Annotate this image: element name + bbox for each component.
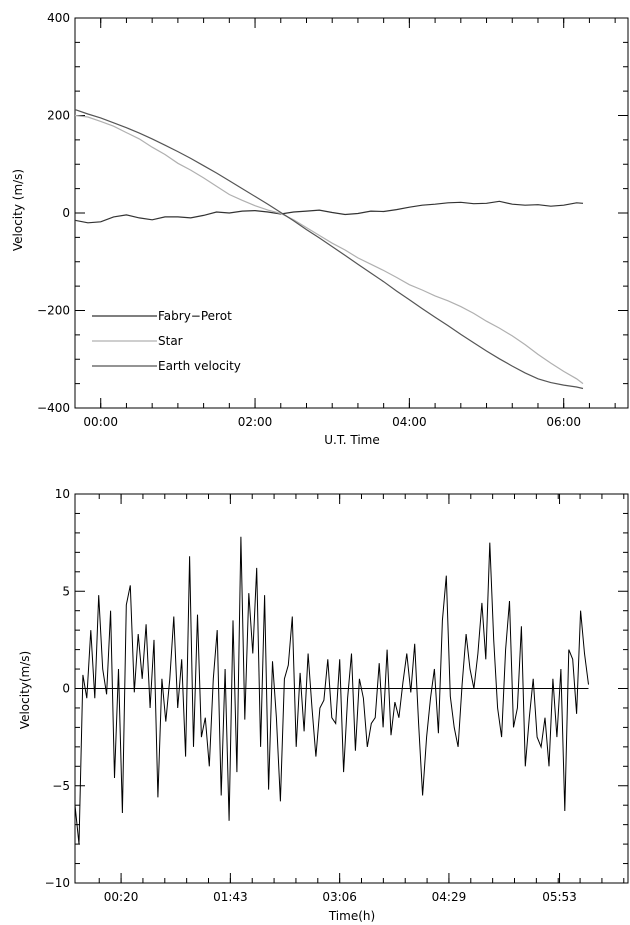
chart2-series-line-0 bbox=[74, 536, 589, 845]
chart1-series-group bbox=[74, 109, 584, 390]
chart2-series-group bbox=[74, 536, 589, 845]
chart1-y-tick-label: −200 bbox=[37, 304, 70, 318]
chart1-legend: Fabry−Perot Star Earth velocity bbox=[92, 309, 241, 373]
chart1-x-tick-label: 04:00 bbox=[392, 415, 427, 429]
chart1-frame bbox=[74, 17, 629, 409]
chart1-series-line-2 bbox=[74, 109, 584, 390]
chart2-x-tick-label: 01:43 bbox=[213, 890, 248, 904]
chart1-x-tick-label: 02:00 bbox=[238, 415, 273, 429]
chart1-x-tick-label: 06:00 bbox=[546, 415, 581, 429]
chart2-y-tick-label: −10 bbox=[45, 876, 70, 890]
chart1-x-axis: 00:00 02:00 04:00 06:00 bbox=[83, 18, 616, 429]
chart2-x-tick-label: 04:29 bbox=[432, 890, 467, 904]
chart2-y-tick-label: 10 bbox=[55, 487, 70, 501]
chart1-x-axis-title: U.T. Time bbox=[324, 433, 380, 447]
chart2-y-tick-label: 0 bbox=[62, 682, 70, 696]
chart2-y-axis: 10 5 0 −5 −10 bbox=[45, 487, 628, 890]
chart2-x-axis: 00:20 01:43 03:06 04:29 05:53 bbox=[98, 494, 625, 904]
chart2-y-tick-label: −5 bbox=[52, 779, 70, 793]
chart2-x-tick-label: 00:20 bbox=[104, 890, 139, 904]
velocity-residual-chart: 10 5 0 −5 −10 00:20 01:43 03:06 04:29 05:53 Time… bbox=[18, 487, 629, 923]
chart1-series-line-1 bbox=[74, 114, 584, 385]
velocity-comparison-chart: 400 200 0 −200 −400 00:00 02:00 04:00 06:00 Fab… bbox=[11, 11, 629, 447]
chart1-y-axis-title: Velocity (m/s) bbox=[11, 169, 25, 251]
chart1-y-axis: 400 200 0 −200 −400 bbox=[37, 11, 628, 415]
chart2-y-tick-label: 5 bbox=[62, 584, 70, 598]
chart1-x-tick-label: 00:00 bbox=[83, 415, 118, 429]
chart2-y-axis-title: Velocity(m/s) bbox=[18, 651, 32, 729]
chart1-legend-label: Earth velocity bbox=[158, 359, 241, 373]
chart1-y-tick-label: 0 bbox=[62, 206, 70, 220]
chart1-y-tick-label: 200 bbox=[47, 109, 70, 123]
chart2-x-axis-title: Time(h) bbox=[328, 909, 375, 923]
chart1-legend-label: Star bbox=[158, 334, 183, 348]
chart1-series-line-0 bbox=[74, 200, 584, 224]
chart1-y-tick-label: −400 bbox=[37, 401, 70, 415]
chart1-legend-label: Fabry−Perot bbox=[158, 309, 232, 323]
chart2-x-tick-label: 05:53 bbox=[542, 890, 577, 904]
chart1-y-tick-label: 400 bbox=[47, 11, 70, 25]
chart2-x-tick-label: 03:06 bbox=[322, 890, 357, 904]
